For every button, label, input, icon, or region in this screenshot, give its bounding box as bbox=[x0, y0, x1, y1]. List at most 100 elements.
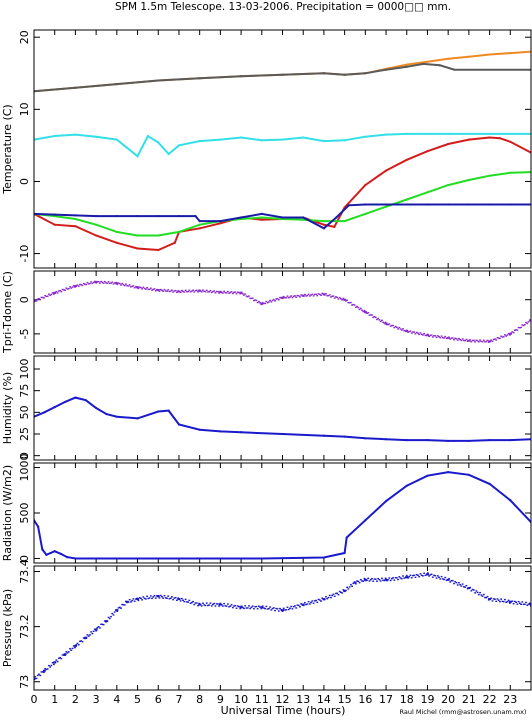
data-marker bbox=[462, 338, 464, 339]
data-point bbox=[54, 550, 56, 552]
data-marker bbox=[265, 301, 267, 302]
data-marker bbox=[364, 310, 366, 311]
data-marker bbox=[57, 292, 59, 293]
data-marker bbox=[111, 613, 113, 614]
data-point bbox=[468, 139, 470, 141]
data-marker bbox=[321, 597, 323, 598]
y-axis-label: Radiation (W/m2) bbox=[1, 465, 14, 561]
data-point bbox=[385, 69, 387, 71]
data-marker bbox=[227, 291, 229, 292]
data-marker bbox=[458, 582, 460, 583]
data-point bbox=[116, 139, 118, 141]
data-marker bbox=[513, 332, 515, 333]
data-marker bbox=[82, 285, 84, 286]
data-marker bbox=[500, 598, 502, 599]
data-marker bbox=[350, 584, 352, 585]
x-tick-label: 16 bbox=[358, 693, 372, 706]
data-marker bbox=[422, 575, 424, 576]
data-marker bbox=[278, 610, 280, 611]
data-marker bbox=[506, 334, 508, 335]
data-marker bbox=[360, 579, 362, 580]
data-marker bbox=[492, 600, 494, 601]
data-marker bbox=[509, 334, 511, 335]
data-marker bbox=[520, 604, 522, 605]
data-marker bbox=[508, 333, 510, 334]
data-marker bbox=[159, 597, 161, 598]
data-marker bbox=[282, 611, 284, 612]
data-marker bbox=[157, 595, 159, 596]
data-marker bbox=[73, 645, 75, 646]
data-marker bbox=[410, 330, 412, 331]
data-marker bbox=[88, 635, 90, 636]
data-marker bbox=[509, 602, 511, 603]
data-point bbox=[136, 234, 138, 236]
data-marker bbox=[303, 605, 305, 606]
data-marker bbox=[330, 597, 332, 598]
data-point bbox=[168, 410, 170, 412]
data-marker bbox=[241, 605, 243, 606]
data-point bbox=[426, 133, 428, 135]
data-point bbox=[406, 485, 408, 487]
data-marker bbox=[331, 595, 333, 596]
data-marker bbox=[504, 334, 506, 335]
data-point bbox=[199, 224, 201, 226]
data-marker bbox=[316, 295, 318, 296]
data-marker bbox=[242, 293, 244, 294]
data-marker bbox=[427, 572, 429, 573]
data-point bbox=[406, 133, 408, 135]
data-marker bbox=[82, 641, 84, 642]
data-point bbox=[74, 397, 76, 399]
data-marker bbox=[256, 300, 258, 301]
y-tick-label: -5 bbox=[18, 328, 31, 339]
y-tick-label: 500 bbox=[18, 503, 31, 524]
data-point bbox=[199, 557, 201, 559]
series-purple bbox=[33, 281, 532, 343]
data-marker bbox=[420, 332, 422, 333]
data-marker bbox=[99, 282, 101, 283]
data-marker bbox=[248, 295, 250, 296]
data-point bbox=[488, 53, 490, 55]
data-marker bbox=[487, 340, 489, 341]
data-point bbox=[344, 436, 346, 438]
data-point bbox=[385, 133, 387, 135]
data-marker bbox=[75, 644, 77, 645]
data-point bbox=[85, 399, 87, 401]
data-marker bbox=[462, 583, 464, 584]
data-marker bbox=[48, 665, 50, 666]
data-marker bbox=[70, 650, 72, 651]
data-marker bbox=[150, 595, 152, 596]
data-point bbox=[116, 231, 118, 233]
data-marker bbox=[196, 602, 198, 603]
data-marker bbox=[350, 302, 352, 303]
data-marker bbox=[95, 630, 97, 631]
data-marker bbox=[192, 290, 194, 291]
data-marker bbox=[93, 631, 95, 632]
data-point bbox=[385, 206, 387, 208]
x-tick-label: 0 bbox=[31, 693, 38, 706]
data-marker bbox=[341, 592, 343, 593]
data-marker bbox=[338, 594, 340, 595]
data-marker bbox=[231, 291, 233, 292]
data-marker bbox=[38, 674, 40, 675]
data-point bbox=[240, 136, 242, 138]
data-marker bbox=[155, 290, 157, 291]
data-marker bbox=[306, 603, 308, 604]
data-marker bbox=[259, 302, 261, 303]
data-marker bbox=[206, 290, 208, 291]
data-marker bbox=[415, 333, 417, 334]
data-marker bbox=[492, 341, 494, 342]
data-marker bbox=[39, 675, 41, 676]
data-point bbox=[468, 474, 470, 476]
data-marker bbox=[316, 602, 318, 603]
data-marker bbox=[270, 301, 272, 302]
data-marker bbox=[166, 291, 168, 292]
series-line-gray bbox=[34, 64, 531, 91]
data-marker bbox=[69, 286, 71, 287]
data-marker bbox=[329, 595, 331, 596]
data-marker bbox=[89, 634, 91, 635]
data-marker bbox=[408, 576, 410, 577]
data-marker bbox=[180, 292, 182, 293]
data-marker bbox=[456, 338, 458, 339]
